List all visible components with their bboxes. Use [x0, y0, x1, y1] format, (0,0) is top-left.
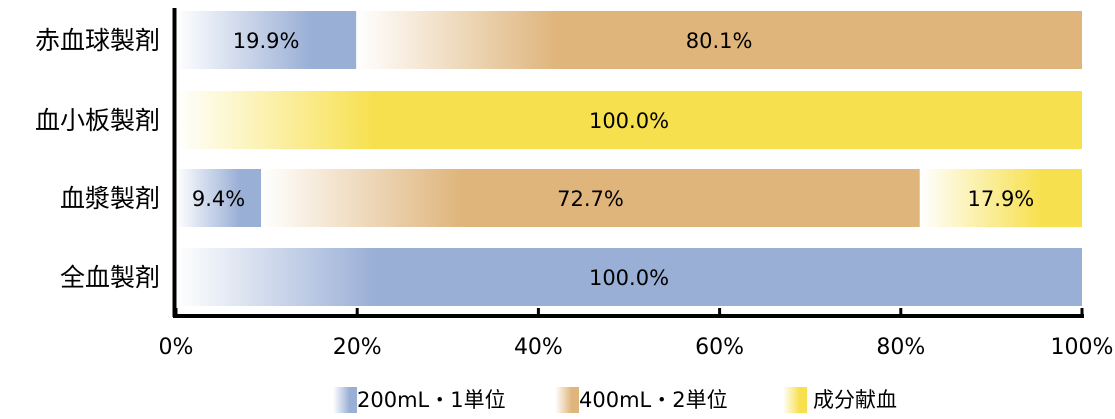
category-label: 血小板製剤 [35, 106, 160, 135]
category-label: 全血製剤 [60, 263, 160, 292]
bar-segment [176, 91, 1082, 149]
bar-value-label: 100.0% [589, 109, 669, 133]
legend-label-component: 成分献血 [813, 388, 897, 412]
bar-value-label: 19.9% [233, 29, 300, 53]
category-label: 赤血球製剤 [35, 26, 160, 55]
bars-layer [176, 11, 1082, 306]
legend-label-400ml: 400mL・2単位 [579, 388, 728, 412]
axes-layer [172, 8, 1084, 318]
bar-value-label: 100.0% [589, 266, 669, 290]
bar-labels-layer: 19.9% 80.1% 100.0% 9.4% 72.7% 17.9% 100.0% [192, 29, 1034, 290]
bar-value-label: 72.7% [557, 187, 624, 211]
legend-swatch-component [783, 387, 807, 413]
bar-segment [261, 169, 920, 227]
legend: 200mL・1単位 400mL・2単位 成分献血 [0, 386, 1115, 414]
bar-segment [356, 11, 1082, 69]
x-tick-label: 60% [695, 335, 744, 360]
bar-segment [919, 169, 1082, 227]
x-tick-label: 0% [159, 335, 194, 360]
bar-value-label: 9.4% [192, 187, 245, 211]
bar-segment [176, 11, 357, 69]
legend-item-component: 成分献血 [783, 386, 897, 414]
legend-swatch-400ml [555, 387, 579, 413]
bar-segment [176, 248, 1082, 306]
bar-value-label: 80.1% [686, 29, 753, 53]
category-label: 血漿製剤 [60, 184, 160, 213]
x-tick-label: 20% [333, 335, 382, 360]
bar-segment [176, 169, 262, 227]
x-tick-label: 40% [514, 335, 563, 360]
bar-value-label: 17.9% [968, 187, 1035, 211]
tick-labels-layer: 0% 20% 40% 60% 80% 100% [159, 335, 1114, 360]
legend-item-200ml: 200mL・1単位 [333, 386, 506, 414]
legend-item-400ml: 400mL・2単位 [555, 386, 728, 414]
legend-swatch-200ml [333, 387, 357, 413]
x-tick-label: 80% [876, 335, 925, 360]
legend-label-200ml: 200mL・1単位 [357, 388, 506, 412]
x-tick-label: 100% [1051, 335, 1114, 360]
